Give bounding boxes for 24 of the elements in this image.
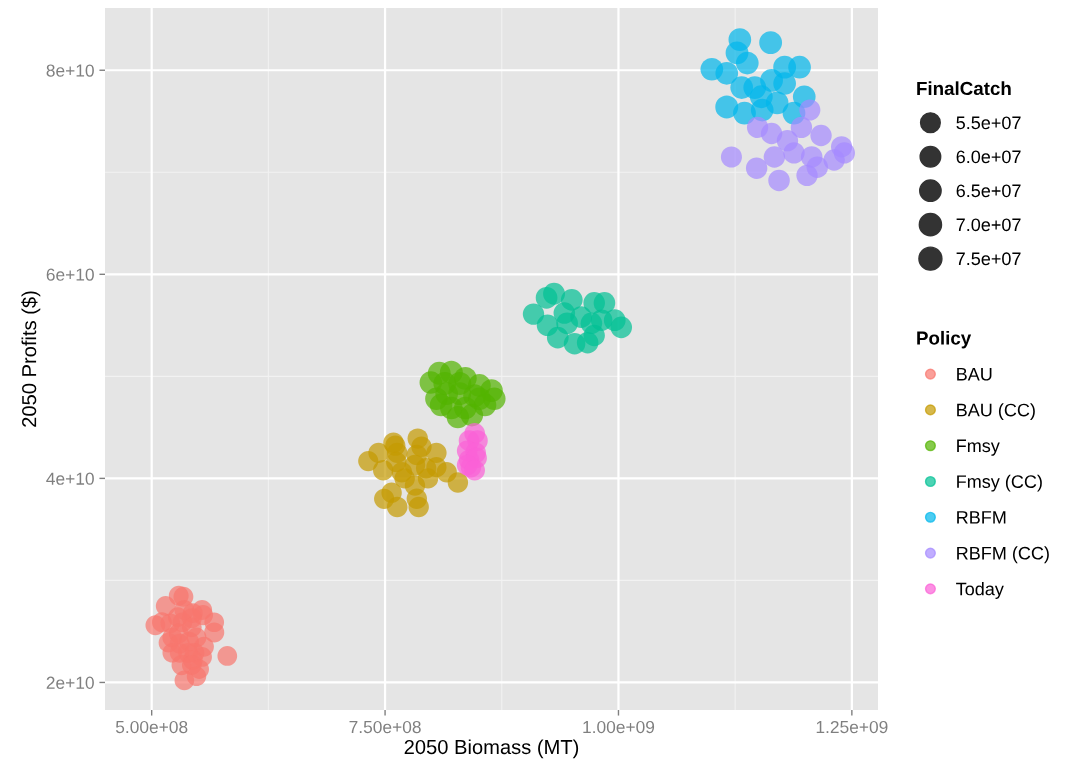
legend-label: 7.0e+07 bbox=[956, 218, 1021, 232]
text: FinalCatch bbox=[917, 81, 1011, 96]
x-tick-label: 1.25e+09 bbox=[816, 720, 888, 734]
x-tick-label: 5.00e+08 bbox=[115, 720, 188, 734]
legend-label: 5.5e+07 bbox=[956, 116, 1021, 130]
y-tick-label: 8e+10 bbox=[46, 64, 94, 77]
legend-label: Fmsy bbox=[957, 439, 1000, 456]
x-tick-label: 1.00e+09 bbox=[583, 720, 655, 734]
legend-label: BAU (CC) bbox=[957, 403, 1035, 420]
y-tick-label: 2e+10 bbox=[46, 676, 94, 689]
legend-label: RBFM (CC) bbox=[957, 546, 1049, 564]
legend-label: RBFM bbox=[957, 511, 1006, 524]
legend-label: 6.0e+07 bbox=[956, 150, 1021, 164]
legend-label: BAU bbox=[957, 368, 992, 381]
legend-label: Today bbox=[956, 582, 1004, 599]
y-axis-title: 2050 Profits ($) bbox=[21, 291, 41, 427]
y-tick-label: 6e+10 bbox=[46, 268, 94, 281]
legend-label: 7.5e+07 bbox=[956, 252, 1021, 266]
y-tick-label: 4e+10 bbox=[46, 472, 94, 485]
x-axis-title: 2050 Biomass (MT) bbox=[404, 739, 579, 759]
legend-label: Fmsy (CC) bbox=[957, 474, 1042, 492]
x-tick-label: 7.50e+08 bbox=[349, 720, 421, 734]
legend-label: 6.5e+07 bbox=[956, 184, 1021, 198]
legend-title: Policy bbox=[917, 330, 972, 349]
